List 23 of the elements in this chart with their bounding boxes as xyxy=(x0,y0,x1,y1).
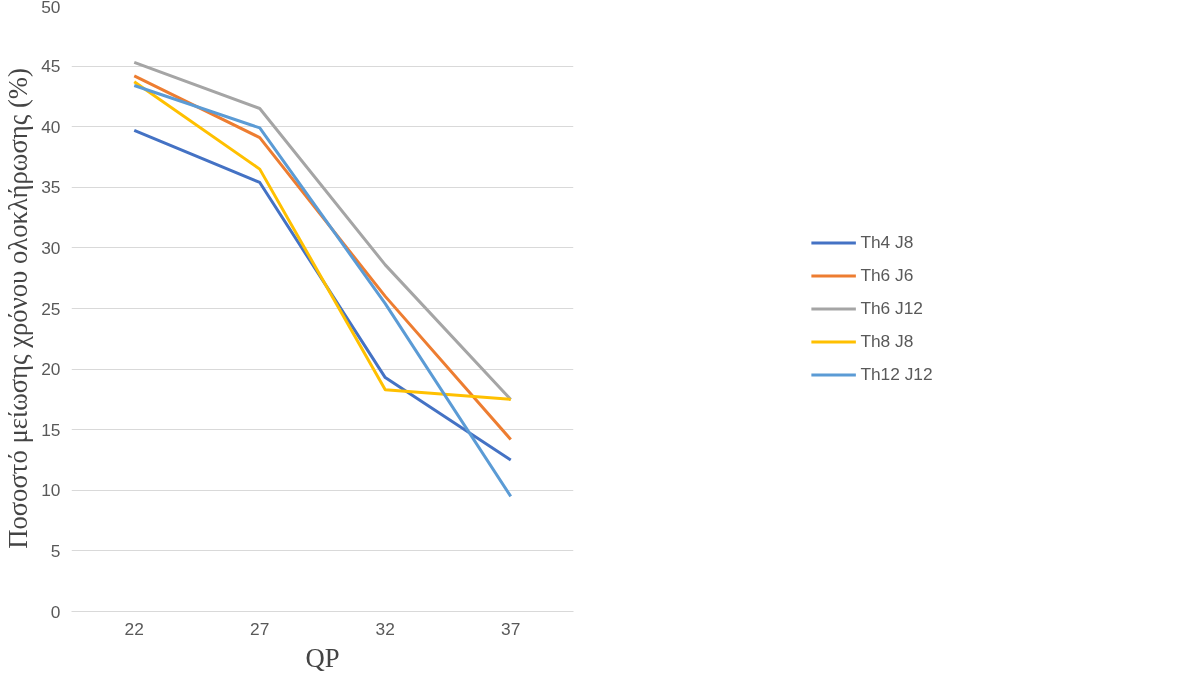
x-axis-title: QP xyxy=(305,642,340,673)
y-tick-label: 45 xyxy=(41,56,61,77)
x-tick-label: 27 xyxy=(250,618,270,639)
y-tick-label: 5 xyxy=(50,540,61,561)
x-tick-label: 32 xyxy=(375,618,395,639)
x-tick-label: 37 xyxy=(501,618,521,639)
legend-label: Th6 J12 xyxy=(860,297,923,319)
y-tick-label: 0 xyxy=(50,601,61,622)
legend-label: Th6 J6 xyxy=(860,264,914,286)
legend-label: Th4 J8 xyxy=(860,231,914,253)
legend-label: Th12 J12 xyxy=(860,363,933,385)
y-tick-label: 35 xyxy=(41,177,61,198)
y-tick-label: 10 xyxy=(41,480,61,501)
y-tick-label: 20 xyxy=(41,359,61,380)
line-series xyxy=(132,83,513,498)
y-tick-label: 25 xyxy=(41,298,61,319)
y-tick-label: 50 xyxy=(41,0,61,17)
y-tick-label: 15 xyxy=(41,419,61,440)
legend-label: Th8 J8 xyxy=(860,330,914,352)
y-tick-label: 40 xyxy=(41,116,61,137)
y-axis-title: Ποσοστό μείωσης χρόνου ολοκλήρωσης (%) xyxy=(3,68,34,549)
x-tick-label: 22 xyxy=(124,618,144,639)
y-tick-label: 30 xyxy=(41,237,61,258)
